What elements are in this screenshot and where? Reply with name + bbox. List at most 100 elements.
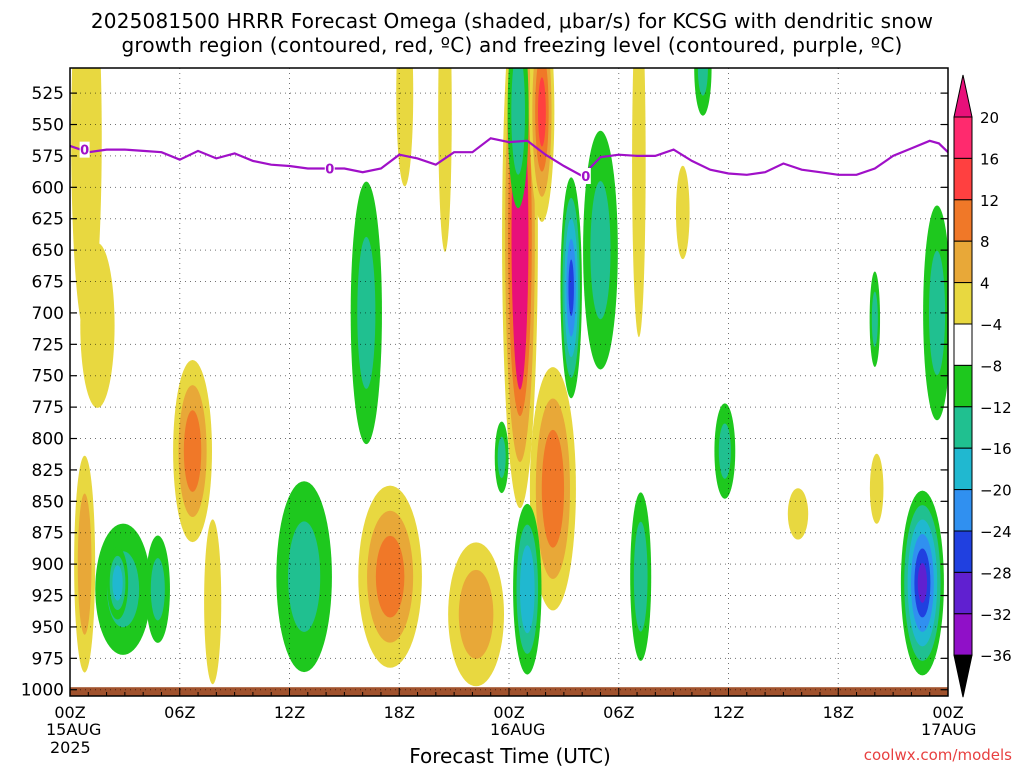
colorbar-segment	[953, 364, 973, 408]
omega-contour	[718, 423, 731, 479]
colorbar-label: 8	[980, 233, 990, 251]
colorbar-segment	[953, 613, 973, 656]
y-tick-label: 700	[32, 304, 64, 324]
omega-contour	[497, 436, 506, 479]
y-tick-label: 625	[32, 210, 64, 230]
freezing-level-line	[70, 137, 948, 178]
y-tick-label: 575	[32, 147, 64, 167]
omega-contour	[519, 545, 535, 634]
freezing-label-bg	[580, 168, 591, 185]
colorbar-label: −8	[980, 357, 1002, 375]
y-tick-label: 550	[32, 116, 64, 136]
x-tick-label: 06Z	[164, 703, 195, 722]
y-tick-label: 600	[32, 178, 64, 198]
colorbar-segment	[953, 282, 973, 325]
x-tick-label: 18Z	[823, 703, 854, 722]
x-axis: 00Z 06Z 12Z 18Z 00Z 06Z 12Z 18Z 00Z	[54, 688, 964, 722]
colorbar-label: 4	[980, 275, 990, 293]
start-year-label: 2025	[50, 738, 91, 757]
colorbar-segment	[953, 571, 973, 615]
end-day-label: 17AUG	[921, 720, 977, 739]
colorbar-segment	[953, 199, 973, 242]
freezing-label-bg	[79, 141, 90, 158]
colorbar-segment	[953, 530, 973, 573]
omega-contour	[538, 77, 546, 147]
omega-contour	[787, 488, 809, 540]
x-axis-label: Forecast Time (UTC)	[409, 744, 611, 768]
y-tick-label: 775	[32, 398, 64, 418]
colorbar-label: −36	[980, 647, 1012, 665]
freezing-level-label: 0	[325, 162, 334, 177]
colorbar-label: −20	[980, 482, 1012, 500]
omega-contour	[375, 535, 405, 618]
x-tick-label: 12Z	[274, 703, 305, 722]
omega-contour	[112, 565, 123, 601]
colorbar-bottom-arrow	[953, 654, 973, 698]
colorbar-label: −28	[980, 564, 1012, 582]
y-tick-label: 650	[32, 241, 64, 261]
freezing-level-contour: 0 0 0	[70, 137, 948, 185]
chart-title-line-2: growth region (contoured, red, ºC) and f…	[121, 33, 903, 57]
colorbar-segment	[953, 240, 973, 284]
colorbar-segment	[953, 489, 973, 532]
y-tick-label: 1000	[21, 681, 64, 701]
omega-contour	[871, 291, 878, 347]
colorbar-segment	[953, 157, 973, 201]
colorbar-top-arrow	[953, 74, 973, 118]
freezing-level-label: 0	[80, 144, 89, 159]
colorbar-label: −24	[980, 523, 1012, 541]
omega-contour	[204, 519, 222, 685]
omega-contour	[568, 259, 574, 317]
x-tick-label: 00Z	[932, 703, 963, 722]
y-tick-label: 800	[32, 430, 64, 450]
omega-contour	[697, 68, 708, 96]
omega-shading	[71, 68, 948, 687]
colorbar-segment	[953, 406, 973, 449]
y-tick-label: 950	[32, 618, 64, 638]
mid-day-label: 16AUG	[490, 720, 546, 739]
omega-contour	[633, 521, 648, 632]
omega-contour	[77, 493, 92, 635]
y-tick-label: 925	[32, 587, 64, 607]
omega-contour	[511, 68, 526, 175]
omega-contour	[458, 569, 494, 659]
credit-link[interactable]: coolwx.com/models	[863, 746, 1012, 764]
omega-contour	[150, 558, 165, 621]
y-tick-label: 825	[32, 461, 64, 481]
y-axis: 525 550 575 600 625 650 675 700 725 750 775 800 825 8…	[21, 84, 948, 701]
colorbar-label: 16	[980, 150, 999, 168]
colorbar-segment	[953, 323, 973, 366]
colorbar-label: −12	[980, 399, 1012, 417]
y-tick-label: 875	[32, 524, 64, 544]
chart-title-line-1: 2025081500 HRRR Forecast Omega (shaded, …	[90, 9, 934, 33]
y-tick-label: 850	[32, 492, 64, 512]
x-tick-label: 12Z	[713, 703, 744, 722]
x-tick-label: 00Z	[54, 703, 85, 722]
omega-contour	[917, 563, 928, 603]
y-tick-label: 750	[32, 367, 64, 387]
y-tick-label: 675	[32, 273, 64, 293]
omega-contour	[541, 429, 565, 548]
omega-contour	[183, 410, 202, 492]
y-tick-label: 900	[32, 555, 64, 575]
x-tick-label: 18Z	[384, 703, 415, 722]
start-day-label: 15AUG	[46, 720, 102, 739]
colorbar-label: −4	[980, 316, 1002, 334]
omega-contour	[438, 68, 452, 252]
omega-contour	[869, 453, 884, 524]
y-tick-label: 975	[32, 649, 64, 669]
omega-contour	[675, 165, 690, 260]
colorbar-label: −32	[980, 606, 1012, 624]
colorbar-segment	[953, 116, 973, 159]
colorbar-label: 20	[980, 109, 999, 127]
y-tick-label: 525	[32, 84, 64, 104]
freezing-label-bg	[324, 160, 335, 177]
omega-contour	[80, 243, 115, 408]
omega-contour	[632, 68, 646, 338]
colorbar-label: 12	[980, 192, 999, 210]
x-tick-label: 00Z	[493, 703, 524, 722]
colorbar-segment	[953, 447, 973, 491]
freezing-level-label: 0	[581, 170, 590, 185]
omega-contour	[288, 521, 321, 632]
